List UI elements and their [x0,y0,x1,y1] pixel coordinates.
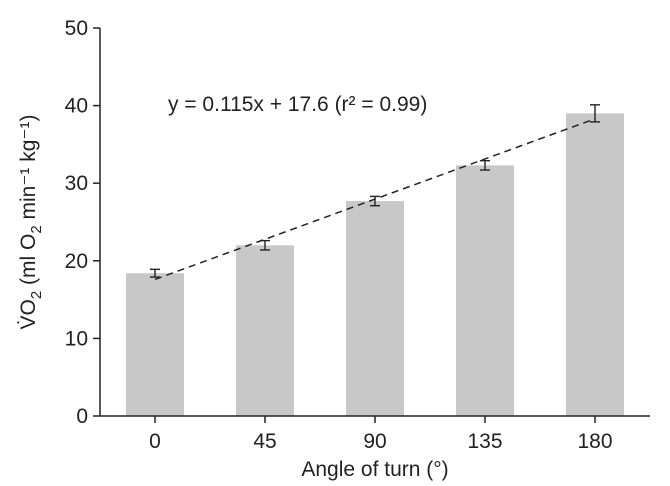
x-tick-label: 90 [363,430,386,453]
y-tick-label: 0 [76,405,88,428]
regression-equation: y = 0.115x + 17.6 (r² = 0.99) [168,93,427,116]
y-axis-title-mid: (ml O [17,234,40,291]
x-tick-label: 135 [467,430,502,453]
x-tick-label: 180 [577,430,612,453]
bar-0 [126,273,184,416]
x-ticks-group: 0 45 90 135 180 [149,416,613,453]
bar-90 [346,201,404,416]
y-tick-label: 30 [65,172,88,195]
error-bar-135 [480,159,490,171]
y-axis-title-sub2: 2 [28,225,45,233]
regression-line [154,118,596,281]
bar-45 [236,245,294,416]
bars-group [126,113,624,417]
bar-135 [456,165,514,416]
y-tick-label: 50 [65,17,88,40]
error-bar-90 [370,195,380,207]
x-tick-label: 0 [149,430,161,453]
y-axis-title-main: V̇O [17,299,40,329]
y-axis-title-sub1: 2 [28,291,45,299]
y-tick-label: 20 [65,250,88,273]
bar-180 [566,113,624,417]
y-tick-label: 40 [65,95,88,118]
y-axis-title: V̇O2 (ml O2 min⁻¹ kg⁻¹) [17,114,45,329]
x-tick-label: 45 [253,430,276,453]
y-ticks-group: 0 10 20 30 40 50 [65,17,100,428]
error-bar-0 [150,268,160,278]
y-axis-title-tail: min⁻¹ kg⁻¹) [17,114,40,225]
x-axis-title: Angle of turn (°) [301,458,448,481]
y-tick-label: 10 [65,327,88,350]
